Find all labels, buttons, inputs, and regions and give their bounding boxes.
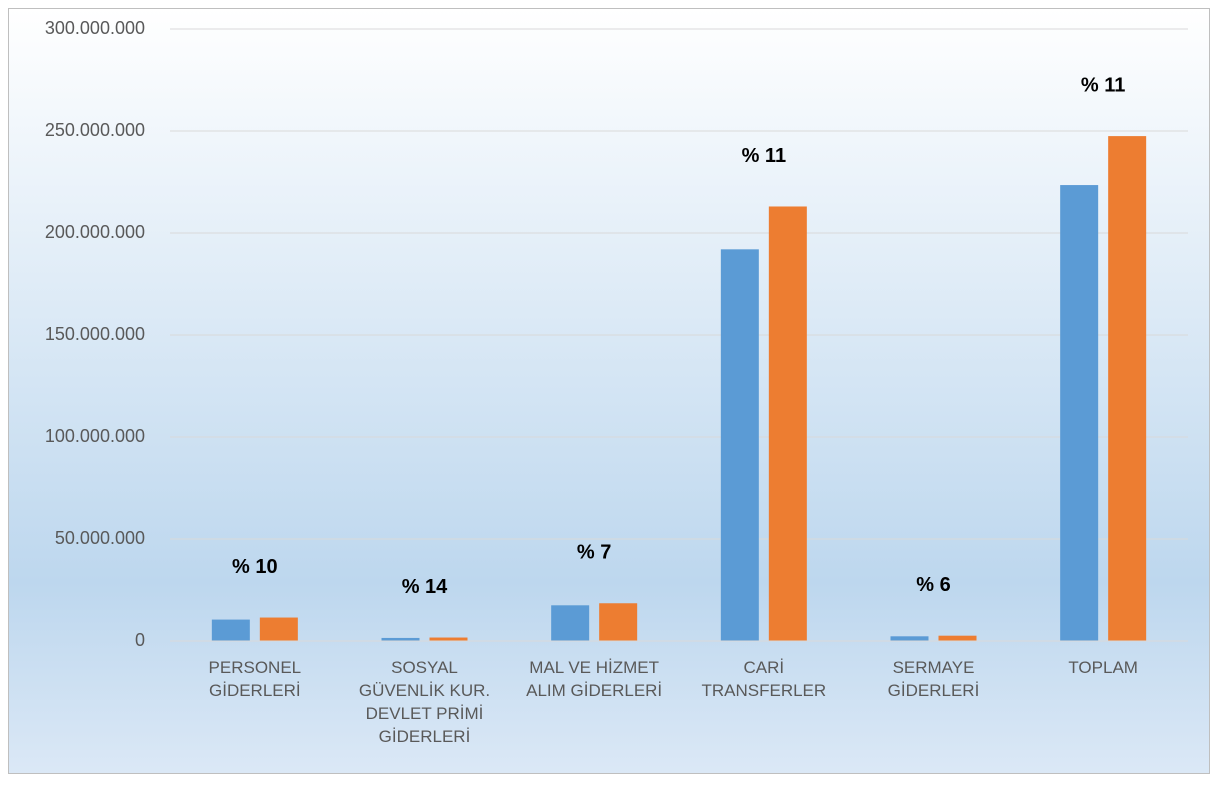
- y-tick-label: 200.000.000: [45, 222, 145, 242]
- bar: [1108, 136, 1147, 641]
- bar: [259, 617, 298, 641]
- y-tick-label: 100.000.000: [45, 426, 145, 446]
- y-tick-label: 150.000.000: [45, 324, 145, 344]
- x-tick-label: TOPLAM: [1068, 658, 1138, 677]
- y-tick-label: 0: [135, 630, 145, 650]
- bar: [381, 637, 420, 641]
- bar: [429, 637, 468, 641]
- group-label: % 6: [916, 574, 950, 596]
- x-tick-label: CARİ TRANSFERLER: [701, 658, 827, 700]
- x-tick-label: SERMAYE GİDERLERİ: [887, 658, 980, 700]
- bar: [599, 603, 638, 641]
- group-label: % 11: [1081, 74, 1125, 96]
- bar: [768, 206, 807, 642]
- bar: [938, 635, 977, 641]
- group-label: % 10: [232, 556, 278, 578]
- bar: [551, 605, 590, 641]
- bar: [1060, 185, 1099, 641]
- group-label: % 7: [577, 542, 611, 564]
- x-tick-label: MAL VE HİZMET ALIM GİDERLERİ: [526, 658, 663, 700]
- x-tick-label: PERSONEL GİDERLERİ: [208, 658, 302, 700]
- chart-background: [8, 8, 1210, 774]
- bar: [720, 249, 759, 641]
- bar: [890, 636, 929, 641]
- y-tick-label: 250.000.000: [45, 120, 145, 140]
- group-label: % 14: [402, 576, 448, 598]
- bar: [211, 619, 250, 641]
- group-label: % 11: [742, 145, 786, 167]
- x-tick-label: SOSYAL GÜVENLİK KUR. DEVLET PRİMİ GİDERL…: [358, 658, 491, 746]
- y-tick-label: 50.000.000: [55, 528, 145, 548]
- y-tick-label: 300.000.000: [45, 18, 145, 38]
